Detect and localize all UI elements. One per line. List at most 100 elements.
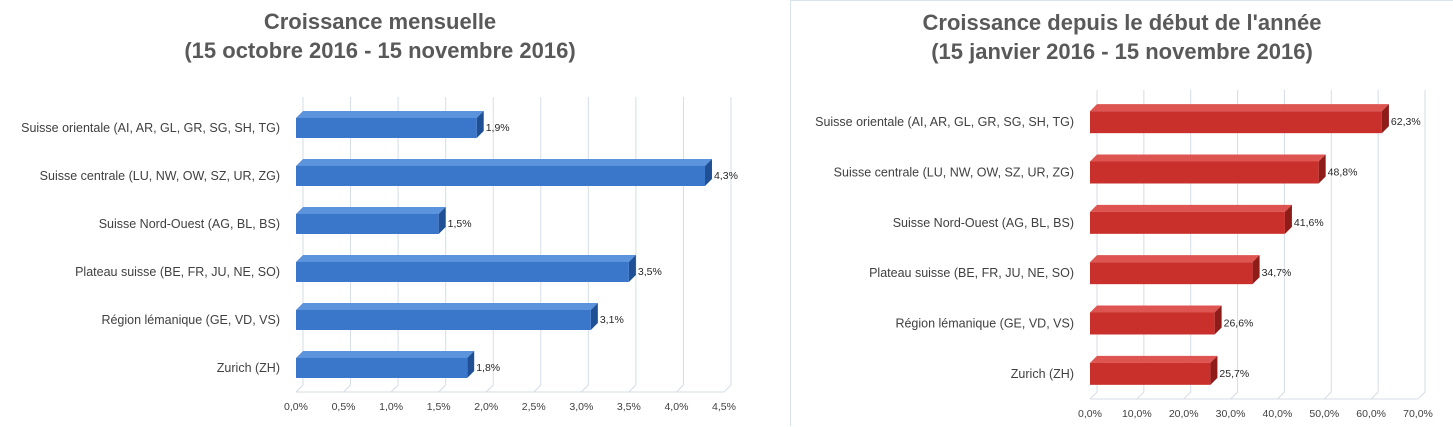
chart-title-line1: Croissance depuis le début de l'année (922, 10, 1322, 35)
gridline (723, 97, 732, 393)
gridline (1230, 90, 1239, 400)
bar-front-face (1090, 312, 1215, 335)
bar-top-face (296, 351, 475, 358)
data-label: 62,3% (1391, 116, 1421, 128)
chart-panel-monthly: Croissance mensuelle (15 octobre 2016 - … (21, 9, 738, 413)
bar-side-face (476, 111, 484, 138)
gridline (1277, 90, 1285, 400)
gridline (1136, 90, 1145, 400)
bar-top-face (296, 207, 446, 214)
gridline (1370, 90, 1379, 400)
bar (1090, 154, 1326, 184)
data-label: 34,7% (1262, 267, 1292, 279)
bar (296, 351, 475, 378)
bar-front-face (1090, 161, 1319, 184)
data-label: 25,7% (1219, 368, 1249, 380)
gridline (676, 97, 684, 393)
bar (296, 111, 484, 138)
x-tick-label: 0,0% (284, 401, 308, 413)
x-tick-label: 20,0% (1169, 408, 1199, 420)
chart-title-line2: (15 janvier 2016 - 15 novembre 2016) (931, 39, 1313, 64)
bar-top-face (296, 255, 636, 262)
data-label: 41,6% (1294, 217, 1324, 229)
category-label: Suisse orientale (AI, AR, GL, GR, SG, SH… (21, 121, 280, 135)
x-tick-label: 3,5% (617, 401, 641, 413)
bar (1090, 355, 1218, 385)
bar (296, 207, 446, 234)
gridline (390, 97, 399, 393)
gridline (580, 97, 589, 393)
x-tick-label: 0,5% (332, 401, 356, 413)
gridline (343, 97, 352, 393)
bar-front-face (296, 310, 591, 330)
bar-front-face (296, 358, 468, 378)
chart-panel-ytd: Croissance depuis le début de l'année (1… (790, 0, 1453, 426)
bar-front-face (1090, 362, 1211, 385)
category-label: Suisse Nord-Ouest (AG, BL, BS) (99, 217, 280, 231)
bar (1090, 305, 1222, 335)
bar-side-face (590, 303, 598, 330)
bar-side-face (467, 351, 475, 378)
bar-top-face (296, 111, 484, 118)
x-tick-label: 40,0% (1263, 408, 1293, 420)
data-label: 4,3% (714, 170, 738, 182)
category-label: Zurich (ZH) (217, 361, 280, 375)
gridline (1323, 90, 1332, 400)
x-tick-label: 30,0% (1216, 408, 1246, 420)
data-label: 3,5% (638, 266, 662, 278)
bar-front-face (296, 118, 477, 138)
x-tick-label: 2,0% (474, 401, 498, 413)
gridline (485, 97, 494, 393)
bar-top-face (1090, 255, 1260, 263)
bar (296, 159, 712, 186)
category-label: Plateau suisse (BE, FR, JU, NE, SO) (75, 265, 280, 279)
bar-top-face (1090, 305, 1222, 313)
bar-side-face (1284, 204, 1292, 234)
data-label: 3,1% (600, 314, 624, 326)
bar-front-face (296, 166, 705, 186)
bar-side-face (438, 207, 446, 234)
x-tick-label: 2,5% (522, 401, 546, 413)
gridline (628, 97, 637, 393)
category-label: Suisse centrale (LU, NW, OW, SZ, UR, ZG) (834, 166, 1074, 180)
bar-chart-monthly: 0,0% 0,5% 1,0% 1,5% 2,0% 2,5% 3,0% 3,5% 4,0% 4,5%… (21, 97, 738, 413)
data-label: 1,9% (486, 122, 510, 134)
bar-side-face (1214, 305, 1222, 335)
gridline (1417, 90, 1426, 400)
bar-top-face (296, 303, 598, 310)
category-label: Région lémanique (GE, VD, VS) (101, 313, 280, 327)
bar-front-face (296, 214, 439, 234)
gridline (438, 97, 447, 393)
data-label: 1,5% (448, 218, 472, 230)
bar (1090, 104, 1389, 134)
gridline (533, 97, 542, 393)
gridline (1183, 90, 1192, 400)
bar-side-face (704, 159, 712, 186)
bar-side-face (1252, 255, 1260, 285)
bar (296, 303, 598, 330)
gridline (295, 97, 304, 393)
bar-top-face (1090, 104, 1389, 112)
x-tick-label: 1,0% (379, 401, 403, 413)
category-label: Plateau suisse (BE, FR, JU, NE, SO) (869, 266, 1074, 280)
category-label: Suisse orientale (AI, AR, GL, GR, SG, SH… (815, 115, 1074, 129)
bar-top-face (1090, 154, 1326, 162)
x-tick-label: 3,0% (569, 401, 593, 413)
bar-side-face (1381, 104, 1389, 134)
chart-title-line1: Croissance mensuelle (263, 9, 497, 34)
x-tick-label: 4,5% (712, 401, 736, 413)
x-tick-label: 60,0% (1356, 408, 1386, 420)
bar-top-face (1090, 355, 1218, 363)
bar-side-face (1210, 355, 1218, 385)
data-label: 48,8% (1328, 167, 1358, 179)
gridline (1089, 90, 1098, 400)
bar-top-face (1090, 204, 1292, 212)
bar-front-face (1090, 111, 1382, 134)
bar-side-face (1318, 154, 1326, 184)
x-tick-label: 10,0% (1122, 408, 1152, 420)
bar-front-face (1090, 262, 1253, 285)
chart-title-line2: (15 octobre 2016 - 15 novembre 2016) (184, 38, 576, 63)
x-tick-label: 70,0% (1403, 408, 1433, 420)
data-label: 1,8% (476, 362, 500, 374)
bar-top-face (296, 159, 712, 166)
